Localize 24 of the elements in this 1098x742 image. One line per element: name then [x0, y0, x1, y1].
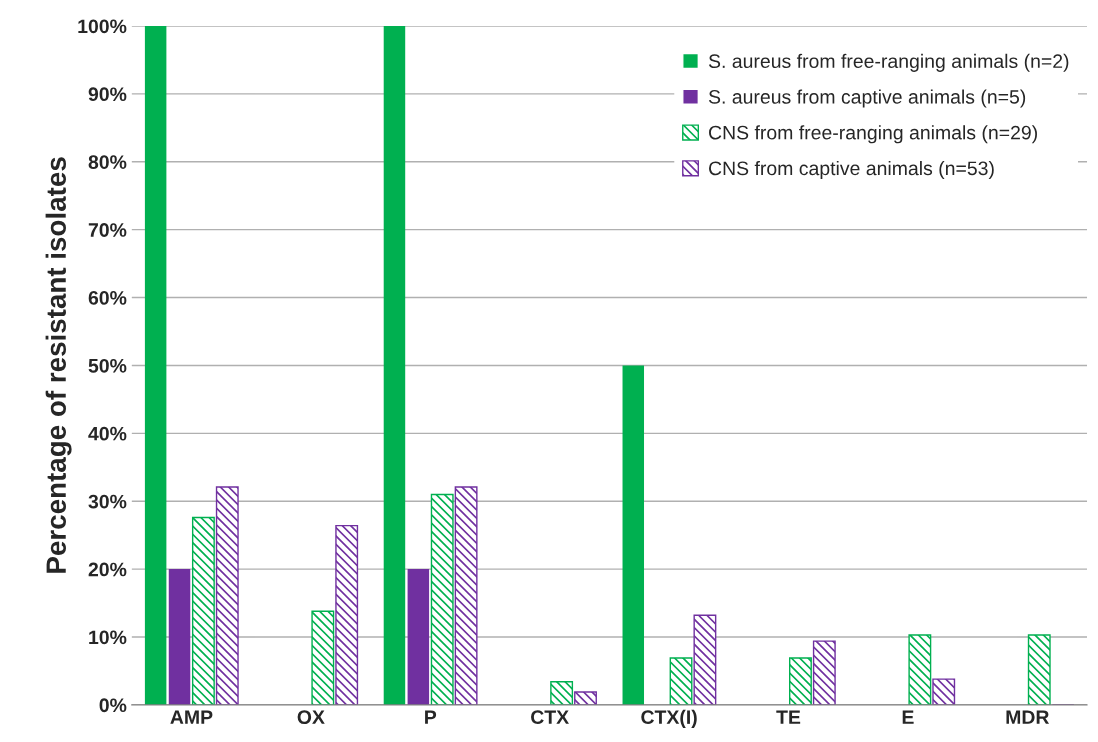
x-tick-label: OX — [297, 710, 325, 725]
legend-label: S. aureus from free-ranging animals (n=2) — [708, 53, 1069, 72]
y-tick-label: 90% — [88, 87, 127, 102]
y-axis-title: Percentage of resistant isolates — [45, 157, 72, 573]
x-tick-label: MDR — [1006, 710, 1050, 724]
x-tick-label: E — [902, 710, 914, 724]
x-tick-label: TE — [776, 710, 801, 724]
y-tick-label: 60% — [88, 291, 127, 305]
y-tick-label: 70% — [88, 223, 127, 237]
y-tick-label: 50% — [88, 358, 127, 373]
y-tick-label: 100% — [78, 19, 127, 34]
legend-label: CNS from free-ranging animals (n=29) — [709, 125, 1037, 144]
y-tick-label: 30% — [88, 494, 127, 509]
legend-label: CNS from captive animals (n=53) — [709, 160, 994, 180]
y-tick-label: 0% — [99, 698, 127, 713]
y-tick-label: 10% — [89, 630, 127, 645]
x-tick-label: P — [425, 710, 437, 724]
x-tick-label: CTX(I) — [641, 709, 697, 728]
legend-label: S. aureus from captive animals (n=5) — [708, 89, 1026, 108]
y-tick-label: 40% — [88, 426, 127, 441]
y-tick-label: 20% — [88, 562, 127, 577]
x-tick-label: AMP — [170, 710, 213, 724]
y-tick-label: 80% — [88, 155, 127, 169]
x-tick-label: CTX — [531, 710, 569, 725]
